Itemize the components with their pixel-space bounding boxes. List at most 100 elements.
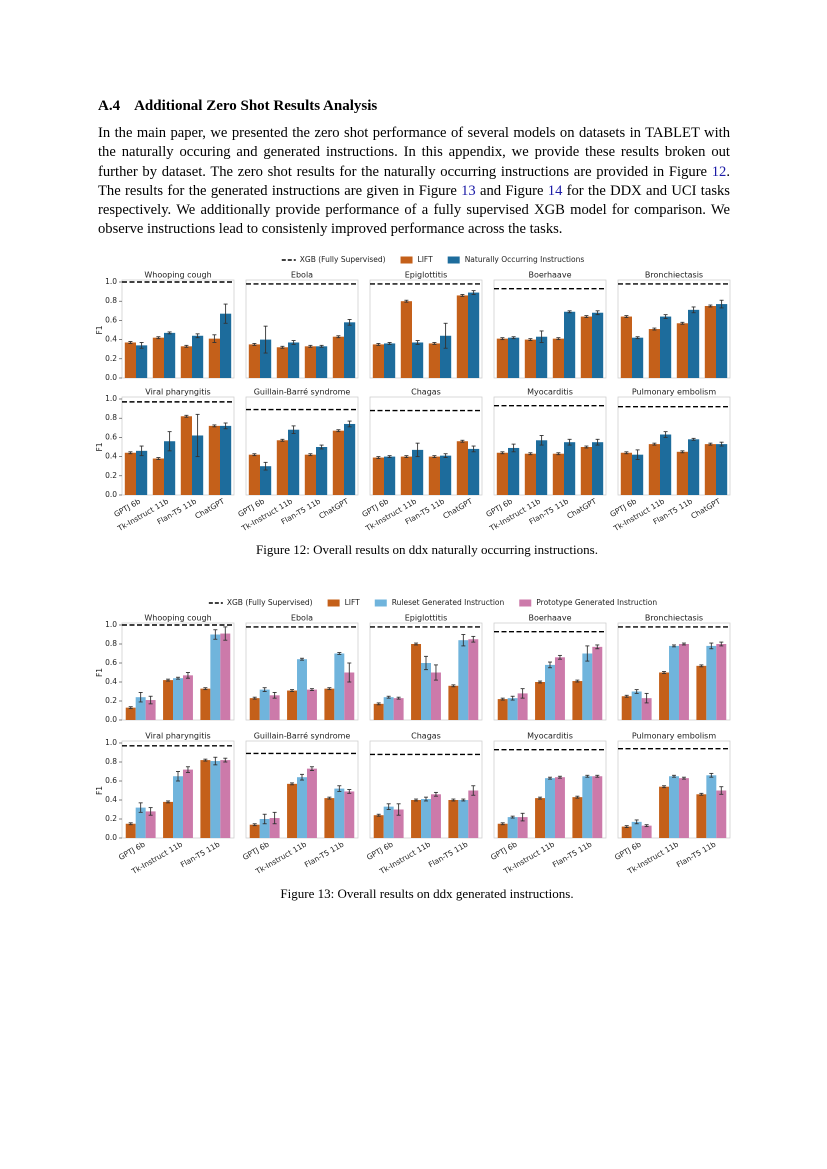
bar [164, 332, 176, 378]
error-bar [185, 672, 190, 679]
bar [384, 343, 396, 378]
paragraph: In the main paper, we presented the zero… [98, 124, 730, 240]
error-bar [272, 811, 277, 825]
panel-title: Guillain-Barré syndrome [254, 731, 351, 741]
panel-title: Ebola [291, 271, 313, 280]
error-bar [528, 338, 533, 342]
bar [536, 336, 548, 378]
bar [210, 761, 221, 838]
y-tick-label: 0.0 [105, 715, 117, 724]
error-bar [347, 789, 352, 794]
error-bar [510, 695, 515, 701]
bar [706, 775, 717, 838]
bar [136, 345, 148, 378]
bar [220, 313, 232, 378]
error-bar [635, 449, 640, 460]
error-bar [167, 431, 172, 452]
bar [592, 442, 604, 495]
error-bar [415, 340, 420, 345]
error-bar [138, 802, 143, 813]
bar [248, 344, 260, 378]
y-tick-label: 0.2 [105, 354, 117, 363]
error-bar [327, 687, 332, 691]
y-tick-label: 0.2 [105, 696, 117, 705]
bar [688, 309, 700, 378]
section-number: A.4 [98, 98, 121, 114]
error-bar [203, 687, 208, 691]
error-bar [548, 776, 552, 780]
legend-swatch [519, 599, 532, 607]
bar [332, 336, 344, 378]
error-bar [644, 824, 649, 828]
error-bar [290, 782, 295, 786]
error-bar [471, 445, 476, 453]
error-bar [584, 315, 589, 318]
error-bar [719, 441, 724, 447]
error-bar [719, 786, 724, 795]
bar [220, 425, 232, 495]
bar [592, 646, 603, 720]
error-bar [433, 664, 438, 681]
error-bar [451, 684, 456, 688]
bar [659, 672, 670, 720]
legend-label: LIFT [418, 255, 434, 264]
bar [508, 337, 520, 378]
error-bar [538, 796, 543, 800]
error-bar [387, 342, 392, 345]
bar [180, 346, 192, 378]
bar [580, 447, 592, 495]
x-tick-label: Flan-T5 11b [675, 840, 718, 870]
error-bar [213, 629, 218, 640]
error-bar [336, 335, 341, 339]
error-bar [644, 692, 649, 704]
x-tick-label: ChatGPT [565, 496, 598, 520]
bar [704, 306, 716, 378]
figure-link[interactable]: 13 [461, 182, 476, 199]
error-bar [460, 294, 465, 297]
panel-title: Epiglottitis [405, 271, 448, 280]
error-bar [520, 688, 525, 699]
bar [676, 323, 688, 378]
bar [334, 653, 345, 720]
figure-link[interactable]: 14 [547, 182, 563, 199]
legend-swatch [327, 599, 340, 607]
error-bar [280, 438, 285, 442]
bar [249, 698, 260, 720]
panel-frame [617, 396, 731, 496]
x-tick-label: ChatGPT [441, 496, 474, 520]
panel-title: Myocarditis [527, 388, 573, 397]
bar [524, 339, 536, 378]
panel-frame [369, 396, 483, 496]
error-bar [575, 679, 580, 683]
error-bar [415, 442, 420, 458]
y-tick-label: 0.6 [105, 315, 117, 324]
bar [507, 698, 518, 720]
text: . The results for the generated instruct… [98, 163, 730, 199]
x-tick-label: Flan-T5 11b [551, 840, 594, 870]
bar [173, 678, 183, 720]
bar [676, 451, 688, 495]
panel-title: Chagas [411, 388, 441, 397]
bar [458, 800, 469, 838]
figure-link[interactable]: 12 [711, 163, 727, 180]
y-tick-label: 0.0 [105, 833, 117, 842]
y-axis-label: F1 [95, 442, 104, 451]
error-bar [396, 696, 401, 700]
error-bar [556, 452, 561, 456]
legend-label: LIFT [345, 598, 361, 607]
error-bar [595, 644, 600, 650]
error-bar [376, 702, 381, 706]
bar [208, 338, 220, 378]
bar [383, 806, 394, 838]
error-bar [719, 299, 724, 309]
error-bar [347, 318, 352, 326]
error-bar [128, 341, 133, 344]
panel-frame [245, 279, 359, 379]
error-bar [681, 642, 686, 646]
bar [152, 337, 164, 378]
error-bar [376, 813, 381, 817]
error-bar [424, 655, 428, 671]
error-bar [212, 334, 217, 343]
bar [648, 329, 660, 378]
bar [582, 776, 593, 838]
